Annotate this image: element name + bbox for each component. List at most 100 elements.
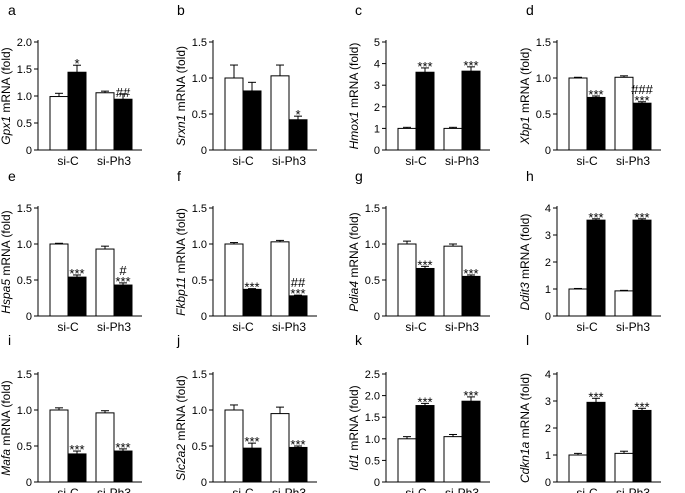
x-category-label: si-C — [576, 486, 598, 493]
y-axis-label: Xbp1 mRNA (fold) — [518, 48, 532, 146]
significance-marker: *** — [417, 59, 432, 74]
y-tick-label: 1.0 — [17, 239, 32, 251]
bar-si-C-treated — [242, 447, 262, 483]
y-tick-label: 0.5 — [536, 109, 551, 121]
y-axis-unit: mRNA (fold) — [174, 375, 188, 444]
significance-marker: ### — [631, 82, 653, 97]
x-category-label: si-Ph3 — [445, 486, 479, 493]
y-tick-label: 1.5 — [192, 203, 207, 215]
y-axis-label: Cdkn1a mRNA (fold) — [518, 373, 532, 483]
y-tick-label: 1 — [545, 450, 551, 462]
bar-si-Ph3-control — [614, 290, 634, 317]
bar-si-C-treated — [67, 453, 87, 483]
significance-marker: *** — [69, 266, 84, 281]
y-axis-label: Srxn1 mRNA (fold) — [174, 46, 188, 146]
y-tick-label: 0.5 — [17, 441, 32, 453]
y-tick-label: 0 — [545, 145, 551, 157]
y-tick-label: 1.5 — [17, 64, 32, 76]
y-axis-unit: mRNA (fold) — [174, 208, 188, 277]
gene-name: Slc2a2 — [174, 444, 188, 481]
panel-a: a 0 0.5 1.0 1.5 2.0 Gpx1 mRNA (fold) si-C si-Ph3… — [0, 2, 142, 168]
y-tick-label: 1.5 — [17, 369, 32, 381]
significance-marker: *** — [244, 280, 259, 295]
y-tick-label: 2 — [545, 423, 551, 435]
bar-si-C-treated — [415, 405, 435, 483]
x-category-label: si-C — [576, 154, 598, 168]
y-tick-label: 0.5 — [192, 441, 207, 453]
significance-marker: *** — [115, 440, 130, 455]
bar-si-Ph3-control — [270, 413, 290, 483]
significance-marker: *** — [634, 93, 649, 108]
y-axis-unit: mRNA (fold) — [174, 46, 188, 115]
y-axis-label: Gpx1 mRNA (fold) — [0, 47, 13, 144]
significance-marker: * — [74, 56, 79, 71]
bar-si-C-treated — [242, 288, 262, 317]
significance-marker: *** — [463, 58, 478, 73]
bar-si-C-treated — [415, 71, 435, 151]
panel-label: g — [355, 168, 363, 184]
bar-si-C-control — [49, 243, 69, 317]
significance-marker: *** — [588, 210, 603, 225]
y-axis-label: Hmox1 mRNA (fold) — [347, 43, 361, 150]
x-category-label: si-C — [57, 320, 79, 334]
y-axis-label: Id1 mRNA (fold) — [347, 385, 361, 470]
x-category-label: si-C — [576, 320, 598, 334]
y-tick-label: 5 — [374, 37, 380, 49]
bar-si-Ph3-control — [443, 245, 463, 317]
significance-marker: ## — [291, 275, 306, 290]
panel-b: b 0 0.5 1.0 1.5 Srxn1 mRNA (fold) si-C si-Ph3 * — [174, 2, 317, 168]
x-category-label: si-C — [232, 486, 254, 493]
bar-si-C-control — [224, 243, 244, 317]
y-tick-label: 1.5 — [192, 37, 207, 49]
bar-si-C-treated — [67, 276, 87, 317]
y-tick-label: 1 — [374, 123, 380, 135]
bar-si-C-treated — [415, 267, 435, 317]
bar-si-C-treated — [242, 90, 262, 151]
y-tick-label: 0.5 — [17, 118, 32, 130]
x-category-label: si-Ph3 — [97, 154, 131, 168]
y-axis-unit: mRNA (fold) — [347, 43, 361, 112]
x-category-label: si-C — [57, 154, 79, 168]
gene-name: Hspa5 — [0, 279, 13, 314]
panel-label: b — [177, 2, 185, 18]
bar-si-C-control — [568, 454, 588, 483]
significance-marker: *** — [463, 388, 478, 403]
y-tick-label: 0 — [201, 477, 207, 489]
x-category-label: si-Ph3 — [616, 154, 650, 168]
x-category-label: si-Ph3 — [97, 486, 131, 493]
x-category-label: si-C — [232, 320, 254, 334]
bar-si-C-control — [224, 77, 244, 151]
significance-marker: * — [295, 107, 300, 122]
bar-si-C-treated — [586, 96, 606, 151]
y-tick-label: 0.5 — [192, 109, 207, 121]
bar-si-Ph3-control — [95, 248, 115, 317]
significance-marker: *** — [69, 442, 84, 457]
y-tick-label: 0 — [545, 477, 551, 489]
y-tick-label: 3 — [545, 396, 551, 408]
significance-marker: *** — [634, 399, 649, 414]
panel-c: c 0 1 2 3 4 5 Hmox1 mRNA (fold) si-C si-Ph3 *** *** — [347, 2, 490, 168]
panel-g: g 0 0.5 1.0 1.5 Pdia4 mRNA (fold) si-C si-Ph3 **… — [347, 168, 490, 334]
y-axis-unit: mRNA (fold) — [0, 210, 13, 279]
bar-si-C-control — [49, 96, 69, 151]
bar-si-Ph3-treated — [461, 400, 481, 483]
y-tick-label: 0 — [374, 477, 380, 489]
bar-si-C-control — [224, 409, 244, 483]
bar-si-C-treated — [67, 71, 87, 151]
gene-name: Ddit3 — [518, 282, 532, 310]
y-axis-label: Fkbp11 mRNA (fold) — [174, 208, 188, 316]
x-category-label: si-C — [405, 154, 427, 168]
bar-si-C-control — [397, 127, 417, 151]
y-axis-label: Pdia4 mRNA (fold) — [347, 212, 361, 311]
y-tick-label: 1.5 — [365, 203, 380, 215]
y-axis-label: Ddit3 mRNA (fold) — [518, 214, 532, 311]
y-tick-label: 4 — [545, 203, 551, 215]
significance-marker: ## — [116, 85, 131, 100]
significance-marker: *** — [290, 286, 305, 301]
y-tick-label: 1.0 — [365, 239, 380, 251]
x-category-label: si-Ph3 — [445, 154, 479, 168]
bar-si-Ph3-control — [270, 75, 290, 151]
y-tick-label: 1.5 — [536, 37, 551, 49]
panel-label: i — [8, 332, 11, 348]
